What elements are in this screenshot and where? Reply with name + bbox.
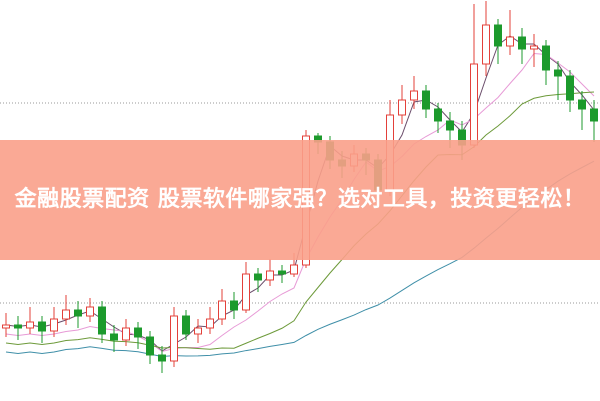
candle-body: [578, 99, 586, 110]
candle-body: [14, 324, 22, 329]
candle-body: [170, 315, 178, 362]
candle: [422, 85, 430, 118]
candle: [278, 265, 286, 283]
candle: [242, 262, 250, 313]
candle-body: [218, 300, 226, 320]
candle-body: [494, 24, 502, 47]
candle: [170, 307, 178, 367]
candle: [98, 301, 106, 343]
candle-body: [266, 270, 274, 281]
candle-body: [182, 315, 190, 335]
candle: [182, 310, 190, 340]
candle: [230, 292, 238, 319]
candle-body: [410, 90, 418, 101]
candle-body: [278, 270, 286, 275]
candle: [146, 331, 154, 364]
candle: [578, 91, 586, 130]
candle: [14, 316, 22, 340]
candle-body: [290, 264, 298, 275]
candle-body: [434, 108, 442, 122]
candle: [266, 259, 274, 286]
candle: [134, 322, 142, 349]
candle-body: [158, 354, 166, 362]
candle-body: [530, 45, 538, 50]
candle: [494, 19, 502, 64]
candle-body: [38, 321, 46, 332]
candle-body: [446, 120, 454, 131]
candle: [62, 295, 70, 325]
candle: [530, 34, 538, 67]
candle: [218, 289, 226, 325]
candle: [50, 307, 58, 337]
candle: [38, 316, 46, 343]
candle-body: [2, 324, 10, 329]
article-title: 金融股票配资 股票软件哪家强？选对工具，投资更轻松！: [14, 187, 586, 212]
candle: [554, 61, 562, 100]
candle: [206, 307, 214, 334]
candle: [482, 1, 490, 76]
candle-body: [110, 333, 118, 341]
candle-body: [542, 45, 550, 71]
moving-average-line: [5, 91, 595, 350]
candle-body: [242, 273, 250, 311]
candle: [590, 100, 598, 142]
candle-body: [506, 36, 514, 47]
candle-body: [518, 36, 526, 50]
candle: [26, 307, 34, 334]
candle: [470, 4, 478, 148]
candle-body: [98, 306, 106, 335]
candle: [506, 10, 514, 55]
candle-body: [134, 327, 142, 338]
candle: [122, 319, 130, 346]
candle: [194, 319, 202, 343]
candle: [398, 85, 406, 124]
candle-body: [398, 99, 406, 116]
candle: [434, 103, 442, 133]
candle-body: [254, 273, 262, 281]
candle: [566, 70, 574, 112]
candle: [518, 28, 526, 64]
candle: [74, 301, 82, 328]
candle-body: [470, 63, 478, 146]
candle: [110, 325, 118, 352]
candle-body: [194, 327, 202, 335]
candle-body: [146, 336, 154, 356]
candle: [254, 268, 262, 292]
candle: [542, 40, 550, 85]
candle-body: [566, 75, 574, 101]
candle-body: [62, 309, 70, 320]
candle-body: [122, 327, 130, 341]
candle: [410, 76, 418, 109]
candle: [158, 346, 166, 373]
candle-body: [422, 90, 430, 110]
candle-body: [554, 69, 562, 77]
candle-body: [206, 318, 214, 329]
candle-body: [50, 318, 58, 332]
candle: [86, 298, 94, 322]
candle-body: [230, 300, 238, 311]
candle: [2, 313, 10, 337]
candle-body: [590, 108, 598, 122]
title-banner: 金融股票配资 股票软件哪家强？选对工具，投资更轻松！: [0, 140, 600, 260]
candle-body: [482, 24, 490, 65]
candle-body: [74, 309, 82, 317]
candle-body: [26, 321, 34, 329]
candle-body: [86, 306, 94, 317]
